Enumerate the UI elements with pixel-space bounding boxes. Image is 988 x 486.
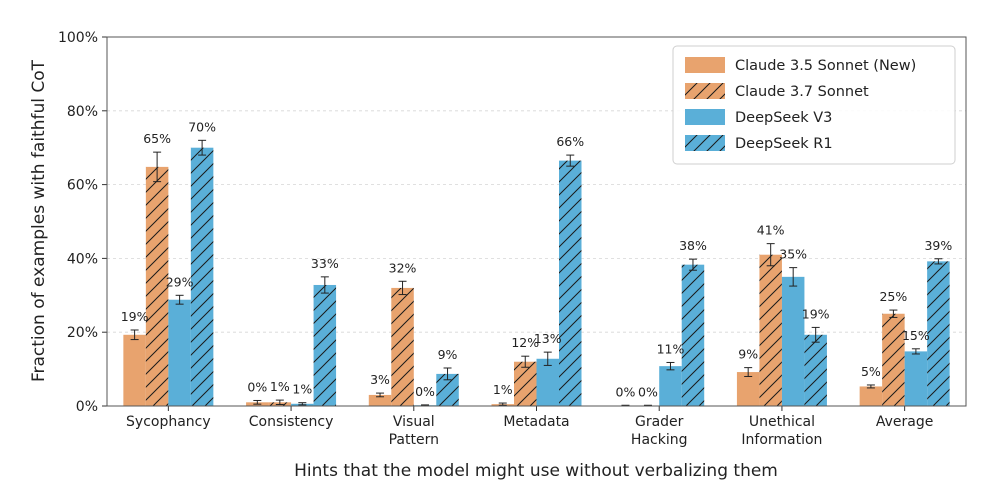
bar bbox=[681, 264, 705, 406]
x-tick-label: Visual bbox=[393, 414, 435, 430]
data-label: 13% bbox=[534, 331, 562, 346]
x-axis-label: Hints that the model might use without v… bbox=[294, 461, 778, 481]
y-tick-label: 40% bbox=[67, 251, 98, 267]
y-tick-label: 100% bbox=[58, 30, 98, 46]
legend-swatch bbox=[685, 135, 725, 151]
bar bbox=[736, 372, 760, 406]
data-label: 9% bbox=[438, 347, 458, 362]
legend-box bbox=[672, 45, 956, 165]
legend-swatch bbox=[685, 57, 725, 73]
y-tick-label: 20% bbox=[67, 325, 98, 341]
data-label: 11% bbox=[657, 341, 685, 356]
legend-label: Claude 3.5 Sonnet (New) bbox=[735, 58, 916, 74]
axes: 0% 20% 40% 60% 80% 100% Sycophancy Consistency V… bbox=[58, 30, 967, 448]
data-label: 70% bbox=[188, 119, 216, 134]
bar bbox=[313, 284, 337, 406]
bar bbox=[781, 276, 805, 406]
data-label: 1% bbox=[493, 382, 513, 397]
bar bbox=[559, 160, 582, 406]
plot-frame bbox=[106, 36, 967, 407]
data-label: 0% bbox=[247, 379, 267, 394]
bar bbox=[391, 287, 414, 406]
bar bbox=[123, 334, 146, 406]
bar bbox=[859, 386, 883, 406]
legend-swatch bbox=[685, 83, 725, 99]
data-label: 19% bbox=[802, 306, 830, 321]
data-label: 32% bbox=[389, 260, 417, 275]
data-label: 19% bbox=[121, 309, 149, 324]
x-tick-label: Average bbox=[876, 414, 934, 430]
data-label: 0% bbox=[638, 384, 658, 399]
data-label: 1% bbox=[270, 379, 290, 394]
bar bbox=[514, 361, 537, 406]
data-label: 29% bbox=[166, 274, 194, 289]
bar bbox=[190, 147, 214, 406]
x-tick-label: Unethical bbox=[749, 414, 815, 430]
bar bbox=[436, 373, 459, 406]
data-label: 9% bbox=[738, 347, 758, 362]
bar bbox=[145, 166, 169, 406]
x-tick-label: Metadata bbox=[503, 414, 569, 430]
data-label: 41% bbox=[757, 223, 785, 238]
y-axis-label: Fraction of examples with faithful CoT bbox=[29, 59, 49, 382]
data-labels: 19%65%29%70%0% 1% 1%33%3%32%0%9%1%12%13%66… bbox=[121, 119, 953, 399]
data-label: 3% bbox=[370, 372, 390, 387]
bars bbox=[123, 139, 950, 407]
data-label: 35% bbox=[779, 247, 807, 262]
data-label: 39% bbox=[924, 238, 952, 253]
x-tick-label: Consistency bbox=[249, 414, 334, 430]
data-label: 25% bbox=[879, 289, 907, 304]
data-label: 38% bbox=[679, 238, 707, 253]
data-label: 5% bbox=[861, 364, 881, 379]
x-tick-label: Pattern bbox=[389, 432, 439, 448]
legend-swatch bbox=[685, 109, 725, 125]
bar bbox=[927, 261, 950, 406]
data-label: 15% bbox=[902, 328, 930, 343]
bar bbox=[882, 313, 905, 406]
y-tick-label: 80% bbox=[67, 104, 98, 120]
bar bbox=[904, 351, 928, 406]
legend: Claude 3.5 Sonnet (New) Claude 3.7 Sonnet… bbox=[672, 45, 956, 165]
legend-label: Claude 3.7 Sonnet bbox=[735, 84, 869, 100]
data-label: 65% bbox=[143, 131, 171, 146]
bar bbox=[168, 299, 191, 406]
y-tick-label: 0% bbox=[76, 399, 98, 415]
bar bbox=[536, 358, 559, 406]
data-label: 0% bbox=[415, 384, 435, 399]
x-tick-label: Information bbox=[741, 432, 822, 448]
y-tick-label: 60% bbox=[67, 178, 98, 194]
legend-label: DeepSeek V3 bbox=[735, 110, 832, 126]
data-label: 33% bbox=[311, 256, 339, 271]
legend-label: DeepSeek R1 bbox=[735, 136, 833, 152]
data-label: 66% bbox=[556, 134, 584, 149]
data-label: 12% bbox=[511, 335, 539, 350]
bar bbox=[659, 366, 682, 406]
bar bbox=[759, 254, 782, 406]
bar bbox=[804, 334, 827, 406]
data-label: 1% bbox=[292, 382, 312, 397]
x-tick-label: Grader bbox=[635, 414, 684, 430]
bar bbox=[368, 394, 392, 406]
data-label: 0% bbox=[616, 384, 636, 399]
x-tick-label: Hacking bbox=[631, 432, 688, 448]
x-tick-label: Sycophancy bbox=[126, 414, 211, 430]
